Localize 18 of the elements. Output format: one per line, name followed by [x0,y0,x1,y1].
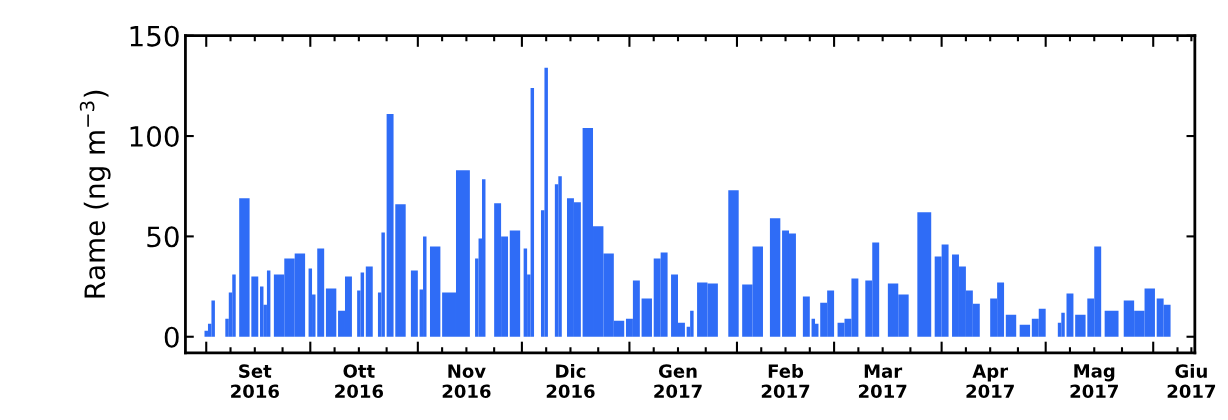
x-tick-label: Set 2016 [231,364,279,399]
x-tick-label: Mar 2017 [858,364,907,399]
y-tick-label: 50 [147,226,179,248]
y-tick-label: 150 [130,25,179,47]
bar [365,266,373,337]
x-tick-label: Feb 2017 [761,363,810,399]
y-tick-label: 0 [164,326,179,348]
bar [802,296,810,337]
bar [410,270,418,337]
x-tick-label: Giu 2017 [1167,363,1216,399]
x-tick-label: Ott 2016 [335,364,384,399]
x-tick-label: Gen 2017 [654,364,702,399]
x-tick-label: Mag 2017 [1070,364,1118,399]
y-axis-title: Rame (ng m$^{−3}$) [79,90,111,298]
x-tick-label: Dic 2016 [546,363,595,399]
x-tick-label: Apr 2017 [966,364,1014,399]
y-tick-label: 100 [130,125,179,147]
x-tick-label: Nov 2016 [442,364,491,399]
